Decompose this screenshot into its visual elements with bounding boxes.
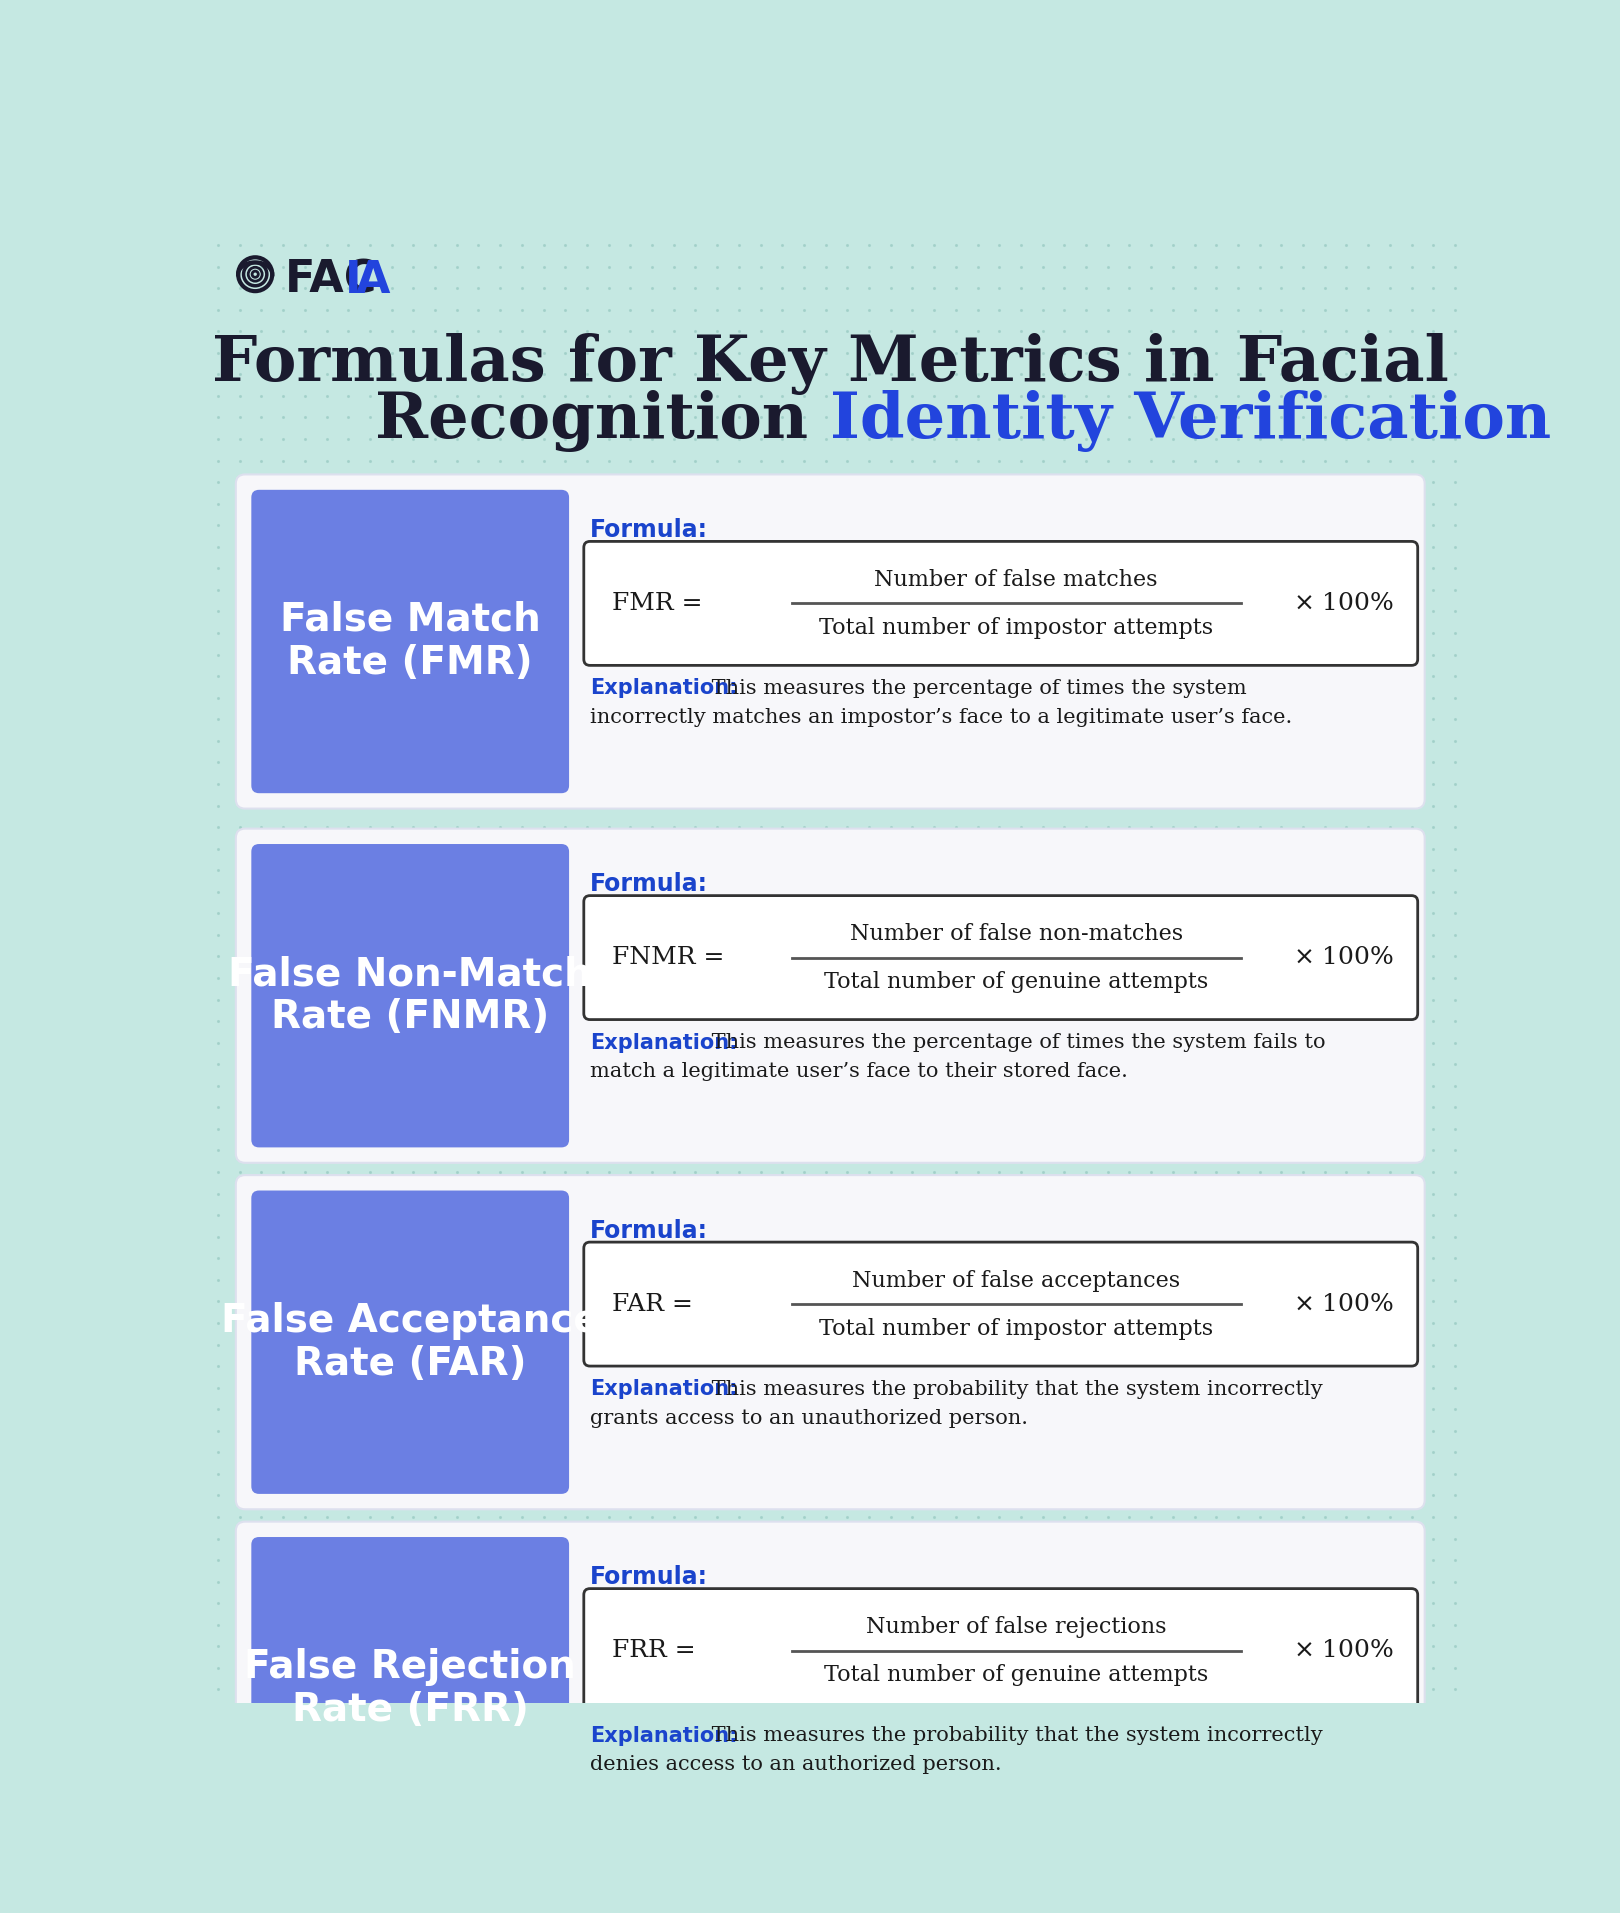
Text: Total number of impostor attempts: Total number of impostor attempts	[820, 618, 1213, 639]
Text: Explanation:: Explanation:	[590, 1379, 737, 1398]
Text: Total number of genuine attempts: Total number of genuine attempts	[825, 1664, 1209, 1685]
FancyBboxPatch shape	[251, 490, 569, 794]
Text: denies access to an authorized person.: denies access to an authorized person.	[590, 1756, 1001, 1775]
FancyBboxPatch shape	[583, 895, 1418, 1020]
Text: False Match: False Match	[280, 601, 541, 639]
Text: Explanation:: Explanation:	[590, 679, 737, 698]
Text: False Non-Match: False Non-Match	[228, 955, 591, 993]
FancyBboxPatch shape	[583, 1242, 1418, 1366]
Text: grants access to an unauthorized person.: grants access to an unauthorized person.	[590, 1410, 1029, 1427]
Text: False Rejection: False Rejection	[245, 1649, 577, 1685]
Text: Recognition: Recognition	[374, 390, 829, 451]
Text: This measures the percentage of times the system: This measures the percentage of times th…	[705, 679, 1246, 698]
Text: Number of false non-matches: Number of false non-matches	[849, 924, 1183, 945]
Text: FNMR =: FNMR =	[612, 947, 724, 970]
Text: Rate (FMR): Rate (FMR)	[287, 645, 533, 683]
FancyBboxPatch shape	[251, 844, 569, 1148]
Text: $\times$ 100%: $\times$ 100%	[1293, 1293, 1395, 1316]
Text: Explanation:: Explanation:	[590, 1726, 737, 1747]
Text: A: A	[356, 258, 390, 302]
Text: Identity Verification: Identity Verification	[829, 390, 1552, 451]
Text: Number of false rejections: Number of false rejections	[867, 1616, 1166, 1639]
Text: Formula:: Formula:	[590, 1219, 708, 1243]
Text: match a legitimate user’s face to their stored face.: match a legitimate user’s face to their …	[590, 1062, 1128, 1081]
Text: $\times$ 100%: $\times$ 100%	[1293, 591, 1395, 614]
FancyBboxPatch shape	[583, 1588, 1418, 1712]
FancyBboxPatch shape	[583, 541, 1418, 666]
Text: incorrectly matches an impostor’s face to a legitimate user’s face.: incorrectly matches an impostor’s face t…	[590, 708, 1293, 727]
FancyBboxPatch shape	[237, 474, 1424, 809]
Text: This measures the probability that the system incorrectly: This measures the probability that the s…	[705, 1726, 1322, 1745]
Text: Formula:: Formula:	[590, 1565, 708, 1590]
Text: $\times$ 100%: $\times$ 100%	[1293, 1639, 1395, 1662]
Text: Number of false matches: Number of false matches	[875, 570, 1158, 591]
Text: FAR =: FAR =	[612, 1293, 693, 1316]
Text: Formula:: Formula:	[590, 518, 708, 541]
Text: This measures the percentage of times the system fails to: This measures the percentage of times th…	[705, 1033, 1325, 1052]
FancyBboxPatch shape	[237, 1175, 1424, 1509]
Text: I: I	[345, 258, 361, 302]
Text: Total number of genuine attempts: Total number of genuine attempts	[825, 972, 1209, 993]
Text: This measures the probability that the system incorrectly: This measures the probability that the s…	[705, 1379, 1322, 1398]
Text: Explanation:: Explanation:	[590, 1033, 737, 1052]
Text: Rate (FRR): Rate (FRR)	[292, 1691, 528, 1729]
Text: $\times$ 100%: $\times$ 100%	[1293, 947, 1395, 970]
Text: FMR =: FMR =	[612, 591, 701, 614]
Text: Number of false acceptances: Number of false acceptances	[852, 1270, 1181, 1291]
Text: Formulas for Key Metrics in Facial: Formulas for Key Metrics in Facial	[212, 333, 1448, 396]
FancyBboxPatch shape	[237, 1521, 1424, 1856]
Text: FAC: FAC	[285, 258, 377, 302]
Text: Rate (FNMR): Rate (FNMR)	[271, 999, 549, 1037]
Text: False Acceptance: False Acceptance	[220, 1301, 599, 1339]
Text: Formula:: Formula:	[590, 872, 708, 895]
FancyBboxPatch shape	[251, 1536, 569, 1840]
FancyBboxPatch shape	[237, 828, 1424, 1163]
Text: FRR =: FRR =	[612, 1639, 695, 1662]
FancyBboxPatch shape	[251, 1190, 569, 1494]
Text: Rate (FAR): Rate (FAR)	[293, 1345, 526, 1383]
Text: Total number of impostor attempts: Total number of impostor attempts	[820, 1318, 1213, 1339]
